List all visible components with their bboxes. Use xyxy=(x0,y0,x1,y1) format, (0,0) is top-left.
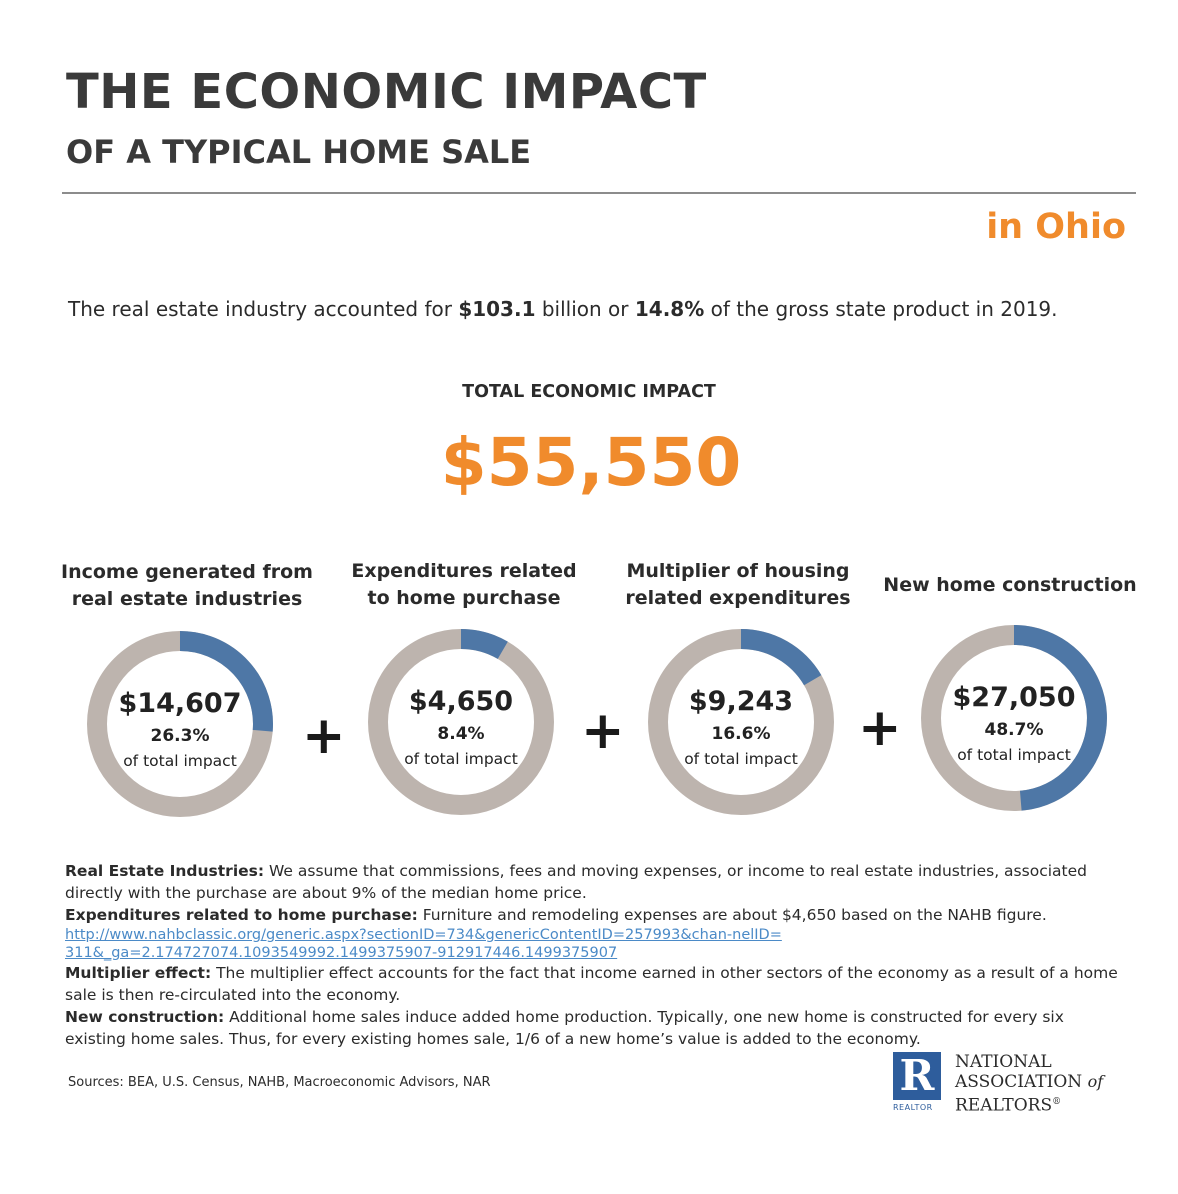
donut-title-line: related expenditures xyxy=(625,587,851,609)
logo-line-text: REALTORS xyxy=(955,1095,1053,1116)
donut-title-construction: New home construction xyxy=(860,572,1160,599)
note-label: Multiplier effect: xyxy=(65,964,212,982)
note-text: We assume that commissions, fees and mov… xyxy=(65,862,1087,902)
total-impact-label: TOTAL ECONOMIC IMPACT xyxy=(462,382,716,402)
donut-segment xyxy=(460,629,508,660)
note-construction: New construction: Additional home sales … xyxy=(65,1006,1125,1050)
donut-title-line: Income generated from xyxy=(61,561,313,583)
donut-segment xyxy=(1013,625,1107,811)
intro-text-part: billion or xyxy=(535,297,635,321)
note-real-estate: Real Estate Industries: We assume that c… xyxy=(65,860,1125,904)
donut-percent-label: 16.6% xyxy=(712,724,771,744)
logo-wordmark: NATIONAL ASSOCIATION of REALTORS® xyxy=(955,1052,1103,1116)
donut-title-line: New home construction xyxy=(883,574,1137,596)
note-text: Additional home sales induce added home … xyxy=(65,1008,1064,1048)
note-text: The multiplier effect accounts for the f… xyxy=(65,964,1118,1004)
note-label: Real Estate Industries: xyxy=(65,862,265,880)
donut-title-line: to home purchase xyxy=(367,587,561,609)
donut-charts: $14,607 26.3% of total impact $4,650 8.4% of … xyxy=(87,625,1107,817)
page-title: THE ECONOMIC IMPACT xyxy=(66,64,707,120)
note-label: Expenditures related to home purchase: xyxy=(65,906,418,924)
donut-percent-label: 26.3% xyxy=(151,726,210,746)
page-subtitle: OF A TYPICAL HOME SALE xyxy=(66,133,532,171)
donut-caption-label: of total impact xyxy=(684,750,798,768)
plus-operator: + xyxy=(581,701,625,761)
intro-text-part: The real estate industry accounted for xyxy=(68,297,459,321)
nar-logo: R REALTOR NATIONAL ASSOCIATION of REALTO… xyxy=(893,1052,1133,1122)
note-expenditures: Expenditures related to home purchase: F… xyxy=(65,904,1125,926)
donut-title-multiplier: Multiplier of housing related expenditur… xyxy=(588,558,888,612)
donut-title-expenditures: Expenditures related to home purchase xyxy=(314,558,614,612)
sources-text: Sources: BEA, U.S. Census, NAHB, Macroec… xyxy=(68,1075,491,1090)
title-divider xyxy=(62,192,1136,194)
donut-caption-label: of total impact xyxy=(957,746,1071,764)
donut-percent-label: 8.4% xyxy=(437,724,484,744)
note-link: http://www.nahbclassic.org/generic.aspx?… xyxy=(65,926,785,962)
donut-caption-label: of total impact xyxy=(123,752,237,770)
note-multiplier: Multiplier effect: The multiplier effect… xyxy=(65,962,1125,1006)
donut-value-label: $14,607 xyxy=(119,688,242,719)
donut-segment xyxy=(740,629,822,686)
donut-caption-label: of total impact xyxy=(404,750,518,768)
logo-line: REALTORS® xyxy=(955,1092,1103,1116)
note-text: Furniture and remodeling expenses are ab… xyxy=(417,906,1047,924)
donut-segment xyxy=(179,631,273,732)
donut-track xyxy=(368,629,554,815)
logo-line-text: ASSOCIATION xyxy=(955,1072,1083,1092)
total-impact-value: $55,550 xyxy=(440,424,742,501)
footnotes: Real Estate Industries: We assume that c… xyxy=(65,860,1125,1050)
donut-value-label: $27,050 xyxy=(953,682,1076,713)
intro-amount: $103.1 xyxy=(458,297,536,321)
donut-title-line: Multiplier of housing xyxy=(626,560,850,582)
intro-percent: 14.8% xyxy=(634,297,705,321)
donut-percent-label: 48.7% xyxy=(985,720,1044,740)
logo-mark-letter: R xyxy=(899,1051,935,1100)
nahb-source-link[interactable]: http://www.nahbclassic.org/generic.aspx?… xyxy=(65,927,782,961)
donut-title-line: real estate industries xyxy=(71,588,303,610)
logo-line: ASSOCIATION of xyxy=(955,1072,1103,1092)
logo-registered-mark: ® xyxy=(1052,1097,1062,1107)
donut-value-label: $4,650 xyxy=(409,686,513,717)
donut-title-income: Income generated from real estate indust… xyxy=(37,559,337,613)
intro-text: The real estate industry accounted for $… xyxy=(68,297,1128,321)
realtor-r-icon: R xyxy=(893,1052,941,1100)
plus-operator: + xyxy=(858,698,902,758)
region-label: in Ohio xyxy=(986,207,1126,247)
intro-text-part: of the gross state product in 2019. xyxy=(704,297,1058,321)
donut-title-line: Expenditures related xyxy=(351,560,577,582)
plus-operator: + xyxy=(302,706,346,766)
logo-line-suffix: of xyxy=(1087,1072,1104,1091)
logo-line: NATIONAL xyxy=(955,1052,1052,1072)
logo-tagline: REALTOR xyxy=(893,1103,933,1112)
note-label: New construction: xyxy=(65,1008,225,1026)
donut-value-label: $9,243 xyxy=(689,686,793,717)
